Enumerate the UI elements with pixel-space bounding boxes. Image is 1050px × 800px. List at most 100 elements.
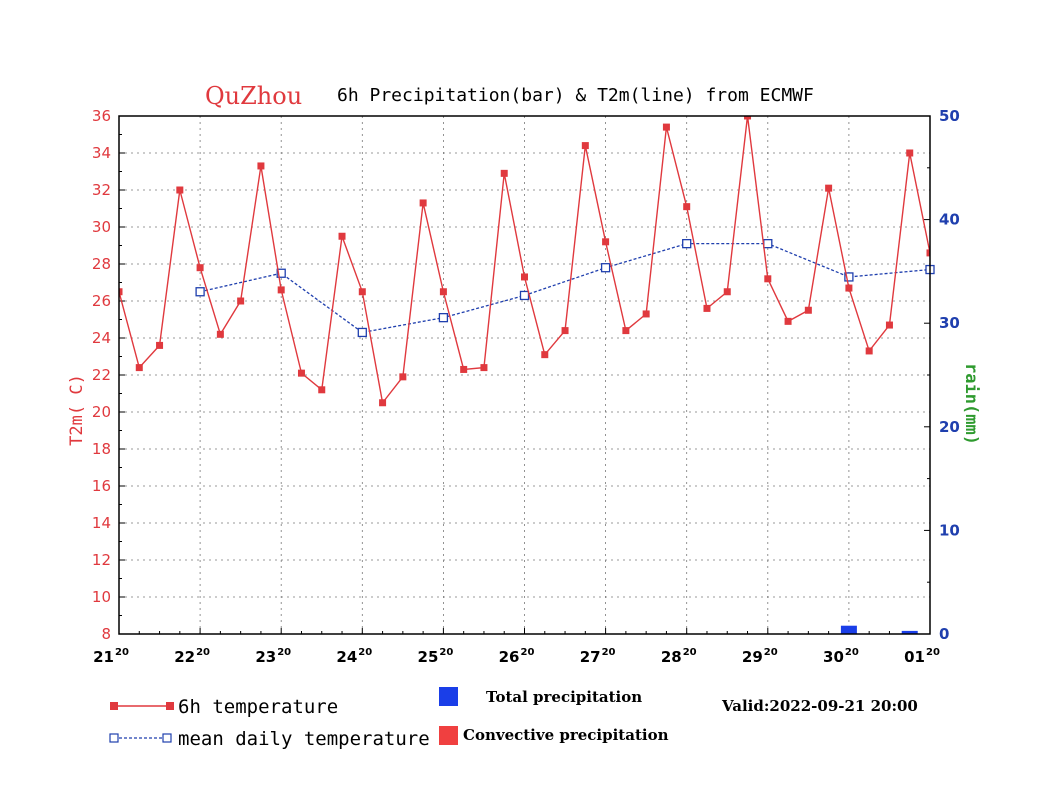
legend-total-label: Total precipitation xyxy=(486,688,642,706)
left-tick-label-5: 18 xyxy=(92,440,111,458)
x-tick-day-3: 24 xyxy=(336,648,357,666)
left-tick-label-13: 34 xyxy=(92,144,111,162)
temp-point-6 xyxy=(237,297,245,305)
temp-point-31 xyxy=(744,116,752,120)
temp-point-2 xyxy=(156,341,164,349)
temp-point-21 xyxy=(541,351,549,359)
mean-line xyxy=(199,242,931,334)
temp-point-4 xyxy=(196,264,204,272)
mean-point-8 xyxy=(844,272,854,282)
temp-point-1 xyxy=(135,364,143,372)
temp-point-25 xyxy=(622,327,630,335)
left-axis-ticks: 8 10 12 14 16 18 20 22 24 26 28 30 32 34 36 xyxy=(92,107,125,643)
temp-point-35 xyxy=(825,184,833,192)
temp-point-0 xyxy=(119,288,123,296)
x-tick-hour-1: 20 xyxy=(196,647,210,658)
right-tick-label-0: 0 xyxy=(939,625,949,643)
x-tick-day-8: 29 xyxy=(742,648,763,666)
temp-point-27 xyxy=(662,123,670,131)
left-tick-label-9: 26 xyxy=(92,292,111,310)
x-tick-hour-6: 20 xyxy=(602,647,616,658)
temp-point-28 xyxy=(683,203,691,211)
temp-point-36 xyxy=(845,284,853,292)
legend-temp-label: 6h temperature xyxy=(178,696,338,718)
temp-point-15 xyxy=(419,199,427,207)
legend-mean-marker-left xyxy=(109,733,119,743)
temp-point-14 xyxy=(399,373,407,381)
temp-point-12 xyxy=(358,288,366,296)
temp-point-40 xyxy=(926,249,930,257)
x-axis-ticks: 21 20 22 20 23 20 24 20 25 20 26 20 27 20 28 20 29 20 30 20… xyxy=(93,628,940,666)
temp-point-23 xyxy=(581,142,589,150)
x-tick-day-9: 30 xyxy=(823,648,844,666)
temp-point-29 xyxy=(703,304,711,312)
left-tick-label-6: 20 xyxy=(92,403,111,421)
right-tick-label-1: 10 xyxy=(939,521,960,539)
temp-point-3 xyxy=(176,186,184,194)
mean-point-5 xyxy=(600,263,611,273)
x-tick-day-1: 22 xyxy=(174,648,195,666)
temp-point-7 xyxy=(257,162,265,170)
x-tick-day-4: 25 xyxy=(418,648,439,666)
temp-plot-area xyxy=(119,116,930,407)
chart-title: 6h Precipitation(bar) & T2m(line) from E… xyxy=(337,85,814,106)
right-tick-label-4: 40 xyxy=(939,211,960,229)
temp-point-8 xyxy=(277,286,285,294)
temp-point-37 xyxy=(865,347,873,355)
legend-temp-marker-left xyxy=(110,702,118,710)
temp-point-22 xyxy=(561,327,569,335)
x-tick-day-6: 27 xyxy=(580,648,601,666)
x-tick-day-10: 01 xyxy=(904,648,925,666)
left-tick-label-7: 22 xyxy=(92,366,111,384)
right-tick-label-5: 50 xyxy=(939,107,960,125)
x-tick-hour-7: 20 xyxy=(683,647,697,658)
temp-point-19 xyxy=(500,169,508,177)
mean-point-4 xyxy=(519,290,530,301)
mean-point-3 xyxy=(438,312,449,323)
plot-frame xyxy=(118,115,931,635)
legend-convective-label: Convective precipitation xyxy=(463,726,669,744)
x-tick-hour-2: 20 xyxy=(277,647,291,658)
x-tick-day-5: 26 xyxy=(499,648,520,666)
grid-lines xyxy=(119,115,930,634)
left-tick-label-0: 8 xyxy=(101,625,111,643)
temp-point-24 xyxy=(602,238,610,246)
temp-point-32 xyxy=(764,275,772,283)
temp-point-30 xyxy=(723,288,731,296)
temp-point-18 xyxy=(480,364,488,372)
temp-point-17 xyxy=(460,365,468,373)
x-tick-hour-0: 20 xyxy=(115,647,129,658)
mean-point-7 xyxy=(763,238,773,249)
x-tick-hour-10: 20 xyxy=(926,647,940,658)
left-tick-label-14: 36 xyxy=(92,107,111,125)
precipitation-bars xyxy=(840,625,918,634)
legend-mean-label: mean daily temperature xyxy=(178,728,430,750)
left-axis-label: T2m( C) xyxy=(67,374,87,446)
right-axis-ticks: 0 10 20 30 40 50 xyxy=(924,107,960,643)
temp-point-10 xyxy=(318,386,326,394)
left-tick-label-4: 16 xyxy=(92,477,111,495)
chart-title-city: QuZhou xyxy=(205,82,302,110)
left-tick-label-1: 10 xyxy=(92,588,111,606)
left-tick-label-10: 28 xyxy=(92,255,111,273)
temp-point-34 xyxy=(804,306,812,314)
legend-mean-marker-right xyxy=(162,733,172,743)
temp-point-39 xyxy=(906,149,914,157)
temp-point-11 xyxy=(338,232,346,240)
left-tick-label-2: 12 xyxy=(92,551,111,569)
precip-bar-0 xyxy=(840,625,857,634)
x-tick-hour-9: 20 xyxy=(845,647,859,658)
temp-point-38 xyxy=(885,321,893,329)
mean-point-0 xyxy=(195,287,205,297)
left-tick-label-11: 30 xyxy=(92,218,111,236)
legend-temp-marker-right xyxy=(166,702,174,710)
x-tick-hour-8: 20 xyxy=(764,647,778,658)
temp-point-20 xyxy=(521,273,528,281)
left-tick-label-3: 14 xyxy=(92,514,111,532)
temp-point-16 xyxy=(439,288,447,296)
precip-bar-1 xyxy=(901,630,918,634)
left-tick-label-12: 32 xyxy=(92,181,111,199)
x-tick-day-2: 23 xyxy=(255,648,276,666)
legend: 6h temperature mean daily temperature To… xyxy=(109,687,918,750)
